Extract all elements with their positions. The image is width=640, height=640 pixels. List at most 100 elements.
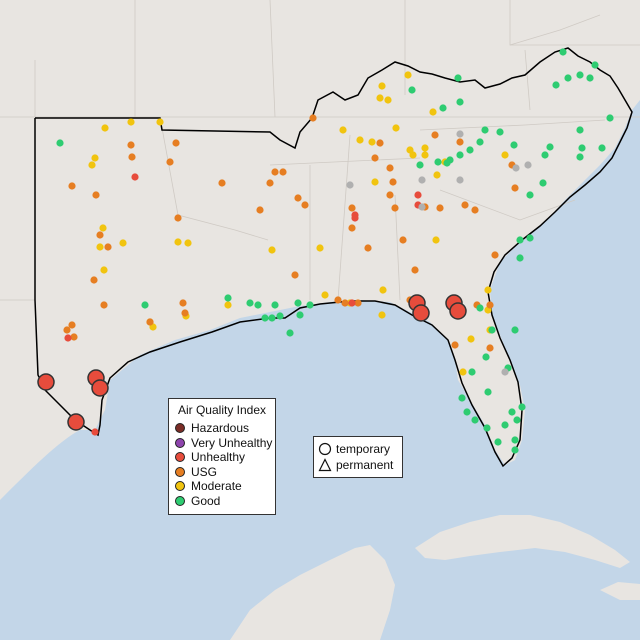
station-marker — [371, 154, 379, 162]
station-marker — [399, 236, 407, 244]
station-marker — [246, 299, 254, 307]
station-marker — [516, 236, 524, 244]
station-marker — [128, 153, 136, 161]
station-marker — [91, 154, 99, 162]
station-marker — [526, 191, 534, 199]
unhealthy-swatch-icon — [175, 452, 185, 463]
station-marker — [552, 81, 560, 89]
legend-label: Very Unhealthy — [191, 435, 273, 450]
station-marker — [254, 301, 262, 309]
station-marker — [174, 238, 182, 246]
station-marker — [271, 301, 279, 309]
station-marker — [459, 368, 467, 376]
station-marker — [432, 236, 440, 244]
station-marker — [541, 151, 549, 159]
station-marker — [484, 286, 492, 294]
station-marker — [301, 201, 309, 209]
station-marker — [512, 164, 520, 172]
station-marker — [166, 158, 174, 166]
station-marker — [90, 276, 98, 284]
cuba-land — [415, 515, 630, 568]
station-marker — [418, 176, 426, 184]
station-marker — [378, 311, 386, 319]
shape-legend: temporary permanent — [313, 436, 403, 478]
legend-label: Unhealthy — [191, 450, 246, 465]
station-marker — [348, 224, 356, 232]
station-marker — [421, 144, 429, 152]
station-marker — [261, 314, 269, 322]
legend-item-usg: USG — [169, 465, 275, 480]
station-marker — [471, 416, 479, 424]
station-marker — [486, 301, 494, 309]
station-marker — [378, 82, 386, 90]
station-marker — [576, 126, 584, 134]
circle-icon — [318, 442, 332, 456]
station-marker — [100, 266, 108, 274]
station-marker — [416, 161, 424, 169]
station-marker — [56, 139, 64, 147]
station-marker — [488, 326, 496, 334]
station-marker — [271, 168, 279, 176]
station-marker — [526, 234, 534, 242]
station-marker — [456, 98, 464, 106]
station-marker — [391, 204, 399, 212]
station-marker — [156, 118, 164, 126]
station-marker — [96, 231, 104, 239]
station-marker — [181, 309, 189, 317]
state-borders — [0, 0, 640, 301]
legend-label: Hazardous — [191, 421, 250, 436]
station-marker — [99, 224, 107, 232]
station-marker — [454, 74, 462, 82]
legend-label: USG — [191, 464, 218, 479]
station-marker — [466, 146, 474, 154]
station-marker — [341, 299, 349, 307]
legend-label: permanent — [336, 458, 394, 472]
station-marker — [501, 421, 509, 429]
station-marker — [371, 178, 379, 186]
moderate-swatch-icon — [175, 481, 185, 492]
legend-item-very-unhealthy: Very Unhealthy — [169, 436, 275, 451]
station-marker — [348, 204, 356, 212]
legend-item-temporary: temporary — [318, 441, 402, 457]
station-marker — [576, 153, 584, 161]
legend-label: temporary — [336, 442, 391, 456]
station-marker — [406, 146, 414, 154]
station-marker — [576, 71, 584, 79]
station-marker — [127, 118, 135, 126]
legend-item-permanent: permanent — [318, 457, 402, 473]
station-marker — [224, 294, 232, 302]
station-marker — [483, 424, 491, 432]
station-marker — [224, 301, 232, 309]
usg-swatch-icon — [175, 466, 185, 477]
station-marker — [268, 246, 276, 254]
station-marker — [104, 243, 112, 251]
station-marker — [386, 164, 394, 172]
station-marker — [286, 329, 294, 337]
station-marker — [131, 173, 139, 181]
station-marker — [451, 341, 459, 349]
temporary-station-marker — [91, 379, 109, 397]
very-unhealthy-swatch-icon — [175, 437, 185, 448]
station-marker — [218, 179, 226, 187]
station-marker — [386, 191, 394, 199]
station-marker — [511, 184, 519, 192]
legend-title: Air Quality Index — [177, 403, 267, 417]
station-marker — [351, 214, 359, 222]
station-marker — [456, 176, 464, 184]
station-marker — [496, 128, 504, 136]
station-marker — [494, 438, 502, 446]
aqi-legend: Air Quality Index Hazardous Very Unhealt… — [168, 398, 276, 515]
station-marker — [96, 243, 104, 251]
station-marker — [456, 151, 464, 159]
station-marker — [392, 124, 400, 132]
station-marker — [436, 204, 444, 212]
station-marker — [439, 104, 447, 112]
station-marker — [127, 141, 135, 149]
station-marker — [141, 301, 149, 309]
station-marker — [591, 61, 599, 69]
station-marker — [334, 296, 342, 304]
station-marker — [484, 388, 492, 396]
station-marker — [598, 144, 606, 152]
station-marker — [421, 151, 429, 159]
